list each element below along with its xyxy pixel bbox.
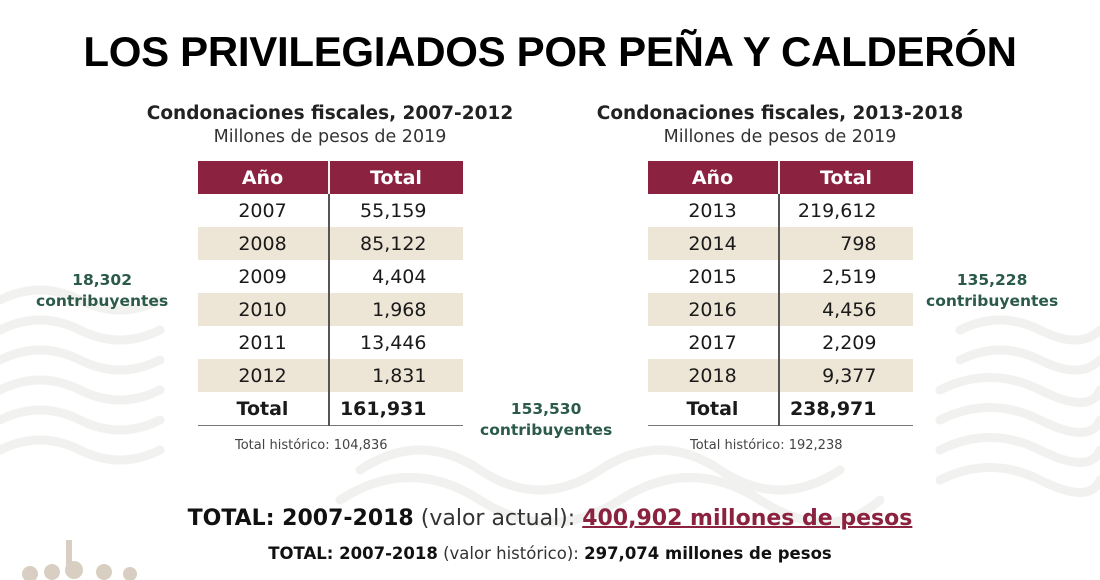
right-table-subtitle: Millones de pesos de 2019: [663, 127, 897, 147]
row-total: 55,159: [360, 199, 427, 222]
table-row: 2014 798: [647, 227, 913, 260]
right-contributors-note: 135,228 contribuyentes: [926, 270, 1058, 312]
table-row: 2015 2,519: [647, 260, 913, 293]
total-label: Total: [197, 392, 330, 426]
row-total: 1,968: [328, 293, 463, 326]
contributors-label: contribuyentes: [36, 292, 169, 310]
table-row: 2011 13,446: [197, 326, 463, 359]
summary-historic-value: TOTAL: 2007-2018 (valor histórico): 297,…: [0, 544, 1100, 563]
contributors-count: 135,228: [956, 271, 1028, 289]
column-header-total: Total: [328, 161, 463, 194]
left-historic-total: Total histórico: 104,836: [235, 438, 388, 453]
table-total-row: Total 161,931: [197, 392, 463, 426]
row-year: 2014: [647, 227, 780, 260]
table-row: 2017 2,209: [647, 326, 913, 359]
contributors-label: contribuyentes: [480, 421, 613, 439]
middle-contributors-note: 153,530 contribuyentes: [480, 399, 612, 441]
summary-amount: 400,902 millones de pesos: [582, 506, 913, 531]
table-row: 2007 55,159: [197, 194, 463, 227]
column-header-year: Año: [647, 161, 780, 194]
right-table-panel: Condonaciones fiscales, 2013-2018 Millon…: [580, 103, 980, 453]
row-total: 4,456: [778, 293, 913, 326]
row-year: 2015: [647, 260, 780, 293]
row-year: 2011: [197, 326, 330, 359]
column-header-year: Año: [197, 161, 330, 194]
right-data-table: Año Total 2013 219,612 2014 798 2015 2,5…: [647, 161, 913, 426]
row-total: 13,446: [360, 331, 427, 354]
row-year: 2008: [197, 227, 330, 260]
row-total: 219,612: [797, 199, 877, 222]
total-label: Total: [647, 392, 780, 426]
row-year: 2012: [197, 359, 330, 392]
row-total: 1,831: [328, 359, 463, 392]
row-total: 798: [778, 227, 913, 260]
left-data-table: Año Total 2007 55,159 2008 85,122 2009 4…: [197, 161, 463, 426]
row-year: 2010: [197, 293, 330, 326]
total-value: 161,931: [328, 392, 463, 426]
table-row: 2016 4,456: [647, 293, 913, 326]
table-header-row: Año Total: [647, 161, 913, 194]
table-row: 2010 1,968: [197, 293, 463, 326]
row-total: 9,377: [778, 359, 913, 392]
right-historic-total: Total histórico: 192,238: [690, 438, 843, 453]
right-table-title: Condonaciones fiscales, 2013-2018: [596, 103, 964, 124]
left-contributors-note: 18,302 contribuyentes: [36, 270, 168, 312]
left-table-subtitle: Millones de pesos de 2019: [213, 127, 447, 147]
table-header-row: Año Total: [197, 161, 463, 194]
contributors-count: 153,530: [510, 400, 582, 418]
row-year: 2009: [197, 260, 330, 293]
left-table-panel: Condonaciones fiscales, 2007-2012 Millon…: [130, 103, 530, 453]
summary-amount: 297,074 millones de pesos: [584, 544, 832, 563]
summary-qualifier: (valor actual):: [420, 506, 576, 531]
emblem-figures: [22, 540, 137, 580]
row-year: 2018: [647, 359, 780, 392]
table-total-row: Total 238,971: [647, 392, 913, 426]
page-headline: LOS PRIVILEGIADOS POR PEÑA Y CALDERÓN: [83, 28, 1017, 75]
summary-qualifier: (valor histórico):: [443, 544, 579, 563]
table-row: 2009 4,404: [197, 260, 463, 293]
row-total: 2,209: [822, 331, 877, 354]
row-total: 4,404: [372, 265, 427, 288]
row-total: 85,122: [328, 227, 463, 260]
column-header-total: Total: [778, 161, 913, 194]
summary-current-value: TOTAL: 2007-2018 (valor actual): 400,902…: [0, 506, 1100, 531]
row-year: 2013: [647, 194, 780, 227]
row-year: 2016: [647, 293, 780, 326]
table-row: 2012 1,831: [197, 359, 463, 392]
left-table-title: Condonaciones fiscales, 2007-2012: [146, 103, 514, 124]
row-year: 2017: [647, 326, 780, 359]
summary-label: TOTAL: 2007-2018: [187, 506, 414, 531]
row-year: 2007: [197, 194, 330, 227]
total-value: 238,971: [778, 392, 913, 426]
table-row: 2008 85,122: [197, 227, 463, 260]
row-total: 2,519: [822, 265, 877, 288]
contributors-count: 18,302: [72, 271, 132, 289]
summary-label: TOTAL: 2007-2018: [268, 544, 438, 563]
contributors-label: contribuyentes: [926, 292, 1059, 310]
table-row: 2018 9,377: [647, 359, 913, 392]
table-row: 2013 219,612: [647, 194, 913, 227]
